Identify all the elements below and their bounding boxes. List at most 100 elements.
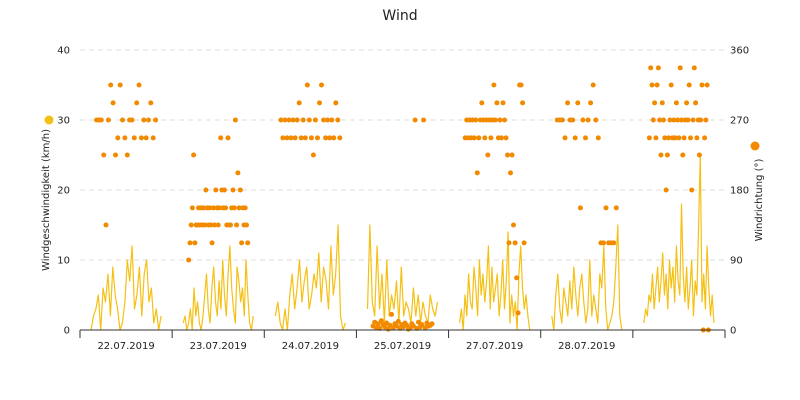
direction-point xyxy=(323,135,329,141)
direction-point xyxy=(113,152,118,158)
direction-point xyxy=(488,135,494,141)
direction-point xyxy=(703,117,709,123)
direction-point xyxy=(327,135,333,141)
direction-point xyxy=(333,100,339,106)
direction-point xyxy=(138,135,144,141)
direction-point xyxy=(209,240,215,246)
direction-point xyxy=(98,117,104,123)
direction-point xyxy=(296,100,302,106)
direction-point xyxy=(228,222,233,228)
direction-point xyxy=(585,117,591,123)
direction-point xyxy=(187,240,193,246)
direction-point xyxy=(302,135,308,141)
direction-point xyxy=(512,240,518,246)
direction-point xyxy=(601,240,606,246)
direction-point xyxy=(603,205,609,211)
direction-point xyxy=(509,152,515,158)
direction-point xyxy=(652,100,658,106)
right-tick-label: 270 xyxy=(730,116,749,127)
direction-point xyxy=(237,187,243,193)
direction-point xyxy=(649,82,655,88)
direction-point xyxy=(565,100,571,106)
direction-point xyxy=(310,152,316,158)
direction-point xyxy=(115,135,121,141)
direction-point xyxy=(212,222,217,228)
direction-point xyxy=(593,117,599,123)
x-tick-label: 24.07.2019 xyxy=(282,341,339,352)
speed-line-day xyxy=(366,224,439,324)
direction-point xyxy=(572,135,578,141)
direction-point xyxy=(520,100,526,106)
direction-point xyxy=(503,135,509,141)
direction-point xyxy=(699,82,705,88)
speed-line-day xyxy=(90,245,162,331)
direction-point xyxy=(215,222,221,228)
direction-point xyxy=(650,117,656,123)
direction-point xyxy=(329,117,335,123)
direction-point xyxy=(242,205,248,211)
direction-point xyxy=(646,135,652,141)
right-tick-label: 360 xyxy=(730,46,749,57)
direction-point xyxy=(124,152,130,158)
direction-point xyxy=(122,135,128,141)
direction-point xyxy=(679,117,684,123)
direction-point xyxy=(315,135,320,141)
direction-point xyxy=(690,117,696,123)
speed-line-day xyxy=(459,231,531,331)
direction-point xyxy=(143,135,149,141)
direction-point xyxy=(498,135,504,141)
legend-speed-marker xyxy=(44,115,54,125)
direction-point xyxy=(562,135,568,141)
x-tick-label: 22.07.2019 xyxy=(97,341,154,352)
direction-point xyxy=(282,117,288,123)
direction-point xyxy=(375,321,381,327)
direction-point xyxy=(308,135,314,141)
direction-point xyxy=(492,117,498,123)
direction-point xyxy=(689,187,695,193)
direction-point xyxy=(298,135,304,141)
right-axis-title: Windrichtung (°) xyxy=(754,159,765,242)
direction-point xyxy=(676,135,682,141)
direction-point xyxy=(319,82,324,88)
direction-point xyxy=(575,100,581,106)
left-axis-ticks: 0 10 20 30 40 xyxy=(57,46,70,337)
direction-point xyxy=(188,222,194,228)
direction-point xyxy=(662,135,668,141)
direction-point xyxy=(208,222,214,228)
direction-point xyxy=(653,135,659,141)
direction-point xyxy=(221,187,227,193)
direction-point xyxy=(675,117,681,123)
speed-line-day xyxy=(551,224,623,331)
direction-point xyxy=(153,117,159,123)
direction-point xyxy=(659,100,665,106)
direction-point xyxy=(280,135,286,141)
direction-point xyxy=(134,100,140,106)
direction-point xyxy=(278,117,284,123)
right-tick-label: 90 xyxy=(730,256,743,267)
direction-point xyxy=(286,117,292,123)
left-tick-label: 40 xyxy=(57,46,70,57)
direction-point xyxy=(150,135,156,141)
direction-point xyxy=(691,65,697,71)
direction-point xyxy=(292,135,298,141)
direction-point xyxy=(141,117,147,123)
direction-point xyxy=(473,117,479,123)
direction-point xyxy=(186,257,192,263)
direction-point xyxy=(232,117,238,123)
direction-point xyxy=(474,170,480,176)
x-tick-label: 23.07.2019 xyxy=(190,341,247,352)
direction-point xyxy=(559,117,565,123)
direction-point xyxy=(235,170,241,176)
direction-point xyxy=(389,311,394,317)
direction-point xyxy=(491,82,497,88)
x-tick-label: 28.07.2019 xyxy=(558,341,615,352)
direction-point xyxy=(668,82,674,88)
legend-direction-marker xyxy=(750,141,760,151)
direction-point xyxy=(129,117,135,123)
direction-point xyxy=(514,275,520,281)
direction-point xyxy=(192,240,198,246)
direction-point xyxy=(225,135,231,141)
direction-point xyxy=(191,152,197,158)
direction-point xyxy=(331,135,337,141)
